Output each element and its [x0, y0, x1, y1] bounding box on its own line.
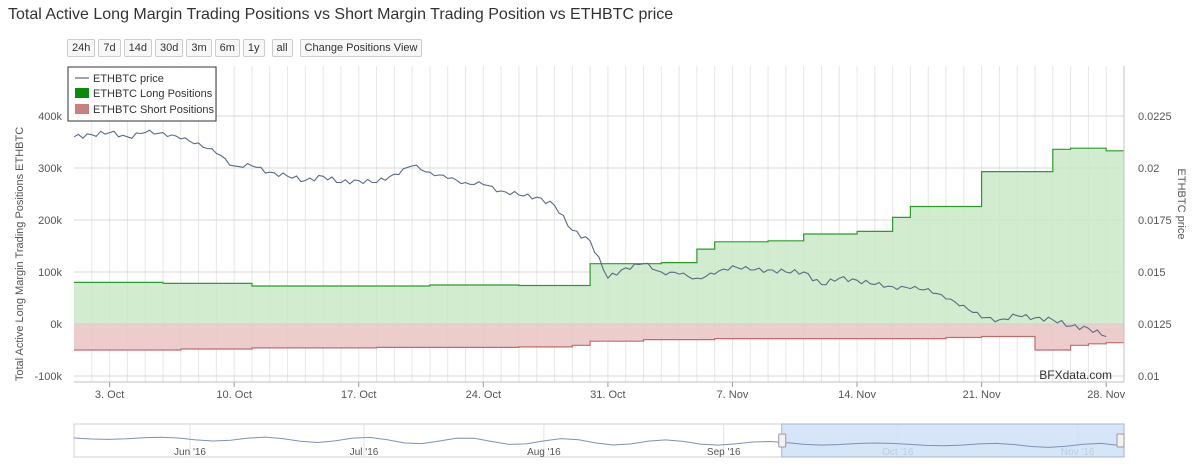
price-line [73, 129, 1107, 338]
range-all-button[interactable]: all [271, 39, 293, 57]
range-1y-button[interactable]: 1y [242, 39, 265, 57]
legend-item-long[interactable]: ETHBTC Long Positions [93, 88, 213, 100]
legend-box [67, 66, 217, 122]
range-14d-button[interactable]: 14d [123, 39, 152, 57]
axes: 3. Oct 10. Oct 17. Oct 24. Oct 31. Oct 7. Nov… [34, 66, 1172, 401]
navigator-series-line [73, 436, 1119, 448]
y-right-tick-label: 0.0225 [1138, 111, 1172, 123]
navigator-right-handle[interactable] [1116, 433, 1125, 448]
y-axis-left-title: Total Active Long Margin Trading Positio… [14, 127, 26, 381]
y-right-tick-label: 0.0175 [1138, 215, 1172, 227]
y-left-tick-label: 400k [38, 111, 62, 123]
legend: ETHBTC price ETHBTC Long Positions ETHBT… [67, 66, 217, 122]
short-positions-area [74, 324, 1124, 350]
position-areas [74, 148, 1124, 350]
change-positions-view-button[interactable]: Change Positions View [299, 39, 423, 57]
series-lines [73, 129, 1124, 351]
y-left-tick-label: 300k [38, 163, 62, 175]
legend-long-swatch [75, 88, 89, 98]
x-tick-label: 21. Nov [963, 389, 1001, 401]
range-toolbar: 24h 7d 14d 30d 3m 6m 1y all Change Posit… [67, 39, 423, 57]
navigator-left-handle[interactable] [778, 433, 787, 448]
y-left-tick-label: 100k [38, 267, 62, 279]
navigator-tick-label: Jul '16 [350, 447, 379, 458]
y-right-tick-label: 0.015 [1138, 267, 1166, 279]
x-tick-label: 24. Oct [466, 389, 501, 401]
x-tick-label: 28. Nov [1087, 389, 1125, 401]
y-left-tick-label: 200k [38, 215, 62, 227]
credit-text[interactable]: BFXdata.com [1039, 368, 1112, 382]
legend-short-swatch [75, 104, 89, 114]
long-positions-line [74, 147, 1124, 287]
y-right-tick-label: 0.02 [1138, 163, 1159, 175]
legend-item-short[interactable]: ETHBTC Short Positions [93, 104, 215, 116]
x-tick-label: 31. Oct [590, 389, 625, 401]
range-7d-button[interactable]: 7d [98, 39, 121, 57]
range-6m-button[interactable]: 6m [214, 39, 240, 57]
x-tick-label: 3. Oct [95, 389, 124, 401]
navigator-tick-label: Jun '16 [174, 447, 206, 458]
y-axis-right-title: ETHBTC price [1175, 169, 1187, 240]
short-positions-line [74, 335, 1124, 351]
x-tick-label: 10. Oct [216, 389, 251, 401]
long-positions-area [74, 148, 1124, 324]
navigator-selected-range [781, 423, 1125, 458]
range-3m-button[interactable]: 3m [186, 39, 212, 57]
x-tick-label: 14. Nov [838, 389, 876, 401]
navigator-tick-label: Sep '16 [707, 447, 741, 458]
y-right-tick-label: 0.01 [1138, 371, 1159, 383]
range-24h-button[interactable]: 24h [67, 39, 96, 57]
x-tick-label: 7. Nov [717, 389, 749, 401]
range-30d-button[interactable]: 30d [154, 39, 184, 57]
y-left-tick-label: -100k [34, 371, 62, 383]
navigator-tick-label: Aug '16 [527, 447, 561, 458]
y-right-tick-label: 0.0125 [1138, 319, 1172, 331]
legend-item-price[interactable]: ETHBTC price [93, 73, 164, 85]
chart-title: Total Active Long Margin Trading Positio… [8, 6, 674, 23]
y-left-tick-label: 0k [50, 319, 62, 331]
x-tick-label: 17. Oct [341, 389, 376, 401]
